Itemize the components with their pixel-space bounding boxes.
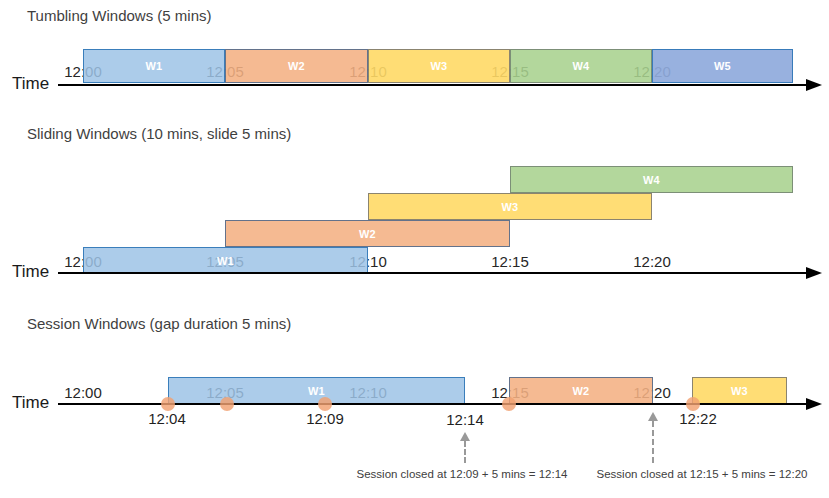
- session-closed-annotation-1: Session closed at 12:09 + 5 mins = 12:14: [357, 468, 568, 480]
- tumbling-window-w3: W3: [368, 49, 510, 83]
- tumbling-window-w1: W1: [83, 49, 225, 83]
- tumbling-window-w5: W5: [652, 49, 793, 83]
- session-title: Session Windows (gap duration 5 mins): [27, 315, 291, 332]
- tumbling-window-w2: W2: [225, 49, 368, 83]
- sliding-tick-1215: 12:15: [491, 253, 529, 270]
- session-time-axis-label: Time: [12, 393, 49, 413]
- session-axis-arrow-icon: [806, 398, 822, 410]
- event-dot-1204: [161, 397, 175, 411]
- window-label: W2: [288, 60, 305, 72]
- tumbling-window-w4: W4: [510, 49, 652, 83]
- sliding-time-axis-label: Time: [12, 262, 49, 282]
- window-label: W2: [359, 228, 376, 240]
- sliding-window-w1: W1: [83, 247, 368, 274]
- window-label: W2: [572, 385, 589, 397]
- tumbling-time-axis: [58, 84, 808, 86]
- session-window-w3: W3: [692, 377, 787, 404]
- event-dot-1205: [220, 397, 234, 411]
- event-dot-1215: [502, 397, 516, 411]
- sliding-time-axis: [58, 272, 808, 274]
- session-window-w1: W1: [168, 377, 465, 404]
- up-arrow-icon: [460, 432, 470, 441]
- window-label: W5: [714, 60, 731, 72]
- stream-windowing-diagram: Tumbling Windows (5 mins) Time 12:00 12:…: [0, 0, 829, 498]
- event-time-1222: 12:22: [679, 410, 717, 427]
- sliding-axis-arrow-icon: [806, 267, 822, 279]
- window-label: W1: [308, 385, 325, 397]
- event-time-1209: 12:09: [306, 410, 344, 427]
- tumbling-time-axis-label: Time: [12, 74, 49, 94]
- sliding-window-w3: W3: [368, 193, 652, 220]
- up-arrow-icon: [648, 412, 658, 421]
- sliding-title: Sliding Windows (10 mins, slide 5 mins): [27, 125, 291, 142]
- sliding-window-w4: W4: [510, 166, 793, 193]
- tumbling-axis-arrow-icon: [806, 79, 822, 91]
- event-dot-1222: [686, 397, 700, 411]
- session-closed-annotation-2: Session closed at 12:15 + 5 mins = 12:20: [597, 468, 808, 480]
- event-time-1204: 12:04: [148, 410, 186, 427]
- sliding-window-w2: W2: [225, 220, 510, 247]
- window-label: W4: [643, 174, 660, 186]
- event-dot-1209: [318, 397, 332, 411]
- session-tick-1200: 12:00: [64, 384, 102, 401]
- session-window-w2: W2: [509, 377, 653, 404]
- dashed-arrow-line: [464, 441, 466, 463]
- event-time-1214: 12:14: [446, 411, 484, 428]
- window-label: W3: [501, 201, 518, 213]
- window-label: W1: [217, 255, 234, 267]
- window-label: W1: [145, 60, 162, 72]
- window-label: W4: [572, 60, 589, 72]
- dashed-arrow-line: [652, 421, 654, 463]
- window-label: W3: [430, 60, 447, 72]
- window-label: W3: [731, 385, 748, 397]
- tumbling-title: Tumbling Windows (5 mins): [27, 7, 212, 24]
- sliding-tick-1220: 12:20: [633, 253, 671, 270]
